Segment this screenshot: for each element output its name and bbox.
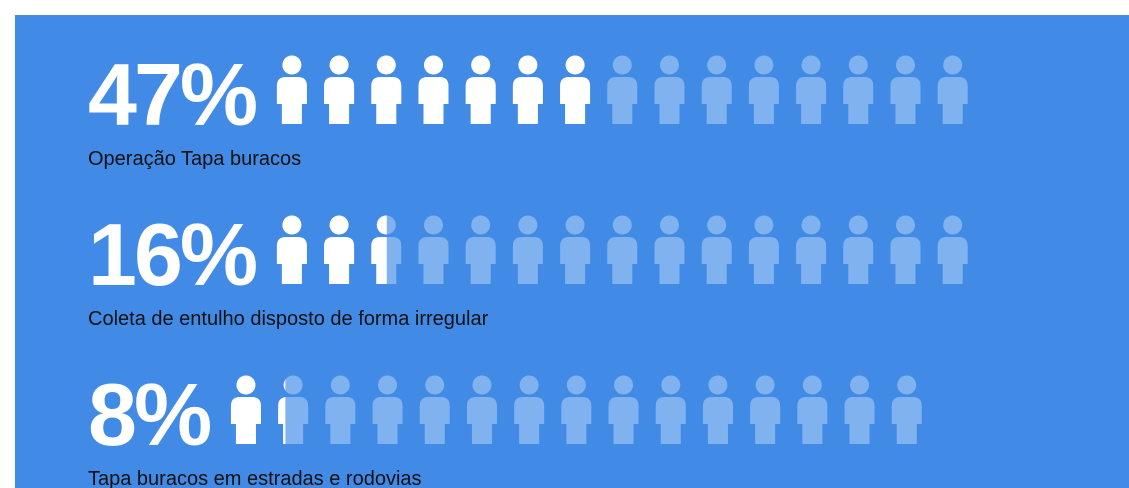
row-label: Tapa buracos em estradas e rodovias xyxy=(88,468,422,488)
icons-rest xyxy=(230,375,922,444)
percent-label: 8% xyxy=(88,365,210,464)
row-label: Operação Tapa buracos xyxy=(88,148,301,170)
row-label: Coleta de entulho disposto de forma irre… xyxy=(88,308,489,330)
percent-label: 16% xyxy=(88,205,256,304)
percent-label: 47% xyxy=(88,45,256,144)
